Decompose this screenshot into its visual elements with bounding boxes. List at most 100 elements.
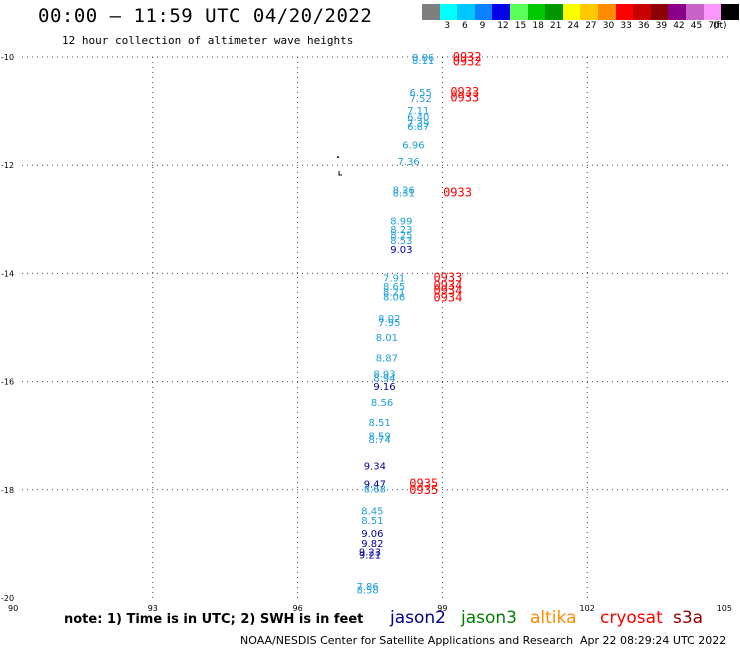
wave-height-value: 7.39 <box>407 119 429 130</box>
colorbar-label: 30 <box>602 21 615 31</box>
legend-altika: altika <box>530 608 577 628</box>
lat-tick-label: -12 <box>1 161 14 170</box>
colorbar-unit: (ft) <box>713 21 727 31</box>
observation-time: 0934 <box>433 284 462 298</box>
wave-height-value: 7.95 <box>378 318 400 329</box>
wave-height-value: 8.86 <box>412 53 434 64</box>
observation-time: 0935 <box>409 483 438 497</box>
colorbar-swatch <box>422 4 440 20</box>
colorbar-swatch <box>633 4 651 20</box>
colorbar-swatch <box>721 4 739 20</box>
wave-height-value: 8.65 <box>383 282 405 293</box>
colorbar-label: 21 <box>550 21 562 31</box>
colorbar-swatch <box>562 4 581 20</box>
island-dot <box>337 156 339 158</box>
colorbar-label: 12 <box>497 21 509 31</box>
wave-height-value: 8.87 <box>376 353 398 364</box>
page-subtitle: 12 hour collection of altimeter wave hei… <box>62 34 354 47</box>
observation-time: 0935 <box>409 476 438 490</box>
wave-height-value: 8.58 <box>356 585 378 596</box>
colorbar-swatch <box>598 4 616 20</box>
colorbar-label: 70 <box>708 21 720 31</box>
lat-tick-label: -16 <box>1 378 14 387</box>
observation-time: 0934 <box>433 291 462 305</box>
colorbar-swatch <box>474 4 493 20</box>
wave-height-value: 8.26 <box>393 186 415 197</box>
axis-labels: 90 93 96 99 102 105 -10 -12 -14 -16 -18 -20 <box>1 53 732 613</box>
wave-height-value: 6.40 <box>407 113 429 124</box>
colorbar-swatch <box>439 4 458 20</box>
observation-time: 0934 <box>433 278 462 292</box>
colorbar-swatch <box>686 4 704 20</box>
observation-time: 0933 <box>443 185 472 199</box>
wave-height-value: 6.96 <box>402 141 424 152</box>
colorbar-label: 27 <box>585 21 597 31</box>
colorbar-swatch <box>527 4 546 20</box>
colorbar-label: 39 <box>655 21 668 31</box>
note-text: note: 1) Time is in UTC; 2) SWH is in fe… <box>64 612 364 627</box>
lon-tick-label: 105 <box>717 604 732 613</box>
colorbar-swatch <box>510 4 528 20</box>
colorbar-swatch <box>580 4 598 20</box>
colorbar-label: 24 <box>567 21 580 31</box>
wave-height-value: 8.02 <box>378 314 400 325</box>
lon-tick-label: 96 <box>293 604 303 613</box>
wave-height-value: 8.56 <box>371 398 393 409</box>
island-marks <box>337 156 342 176</box>
wave-height-value: 8.51 <box>369 418 391 429</box>
colorbar-swatch <box>545 4 563 20</box>
lon-tick-label: 99 <box>437 604 447 613</box>
grid-lines <box>22 56 732 598</box>
observation-time: 0932 <box>453 50 482 64</box>
page-title: 00:00 – 11:59 UTC 04/20/2022 <box>38 5 373 27</box>
wave-height-value: 8.31 <box>393 188 415 199</box>
colorbar-label: 9 <box>479 21 486 31</box>
wave-height-value: 9.47 <box>364 479 386 490</box>
wave-height-value: 7.86 <box>356 582 378 593</box>
wave-height-value: 8.99 <box>390 216 412 227</box>
legend-s3a: s3a <box>673 608 704 628</box>
wave-height-value: 9.82 <box>361 539 383 550</box>
colorbar-label: 18 <box>532 21 544 31</box>
footer-timestamp: Apr 22 08:29:24 UTC 2022 <box>580 634 727 647</box>
wave-height-value: 7.36 <box>397 157 419 168</box>
observation-times: 0932093209330933093309330934093409340935… <box>409 50 481 497</box>
colorbar-label: 36 <box>638 21 650 31</box>
lon-tick-label: 102 <box>580 604 595 613</box>
colorbar-label: 33 <box>620 21 632 31</box>
colorbar-label: 15 <box>514 21 527 31</box>
lat-tick-label: -20 <box>1 594 14 603</box>
wave-height-value: 8.53 <box>390 236 412 247</box>
wave-height-value: 9.16 <box>373 382 395 393</box>
wave-height-value: 8.45 <box>361 506 383 517</box>
wave-height-value: 6.87 <box>407 122 429 133</box>
observation-time: 0932 <box>453 54 482 68</box>
observation-time: 0933 <box>450 91 479 105</box>
colorbar-label: 42 <box>673 21 685 31</box>
colorbar-swatch <box>615 4 634 20</box>
wave-height-value: 8.59 <box>369 432 391 443</box>
colorbar-swatch <box>703 4 722 20</box>
lat-tick-label: -18 <box>1 486 14 495</box>
colorbar-label: 6 <box>462 21 468 31</box>
wave-height-value: 9.34 <box>364 461 386 472</box>
wave-height-value: 7.11 <box>407 106 429 117</box>
wave-height-value: 9.21 <box>359 551 381 562</box>
colorbar-swatch <box>492 4 510 20</box>
wave-height-observations: 8.868.11 6.557.527.116.407.396.87 6.96 7.36… <box>356 53 434 596</box>
wave-height-value: 8.01 <box>376 333 398 344</box>
lon-tick-label: 90 <box>8 604 18 613</box>
wave-height-value: 7.91 <box>383 274 405 285</box>
wave-height-value: 8.06 <box>383 293 405 304</box>
wave-height-value: 8.21 <box>383 287 405 298</box>
legend-jason2: jason2 <box>390 608 446 628</box>
wave-height-value: 9.06 <box>361 529 383 540</box>
wave-height-value: 8.25 <box>390 230 412 241</box>
colorbar-label: 3 <box>444 21 451 31</box>
lon-tick-label: 93 <box>148 604 158 613</box>
wave-height-value: 8.51 <box>361 516 383 527</box>
wave-height-value: 8.23 <box>390 225 412 236</box>
wave-height-value: 8.11 <box>412 56 434 67</box>
colorbar-swatch <box>668 4 686 20</box>
